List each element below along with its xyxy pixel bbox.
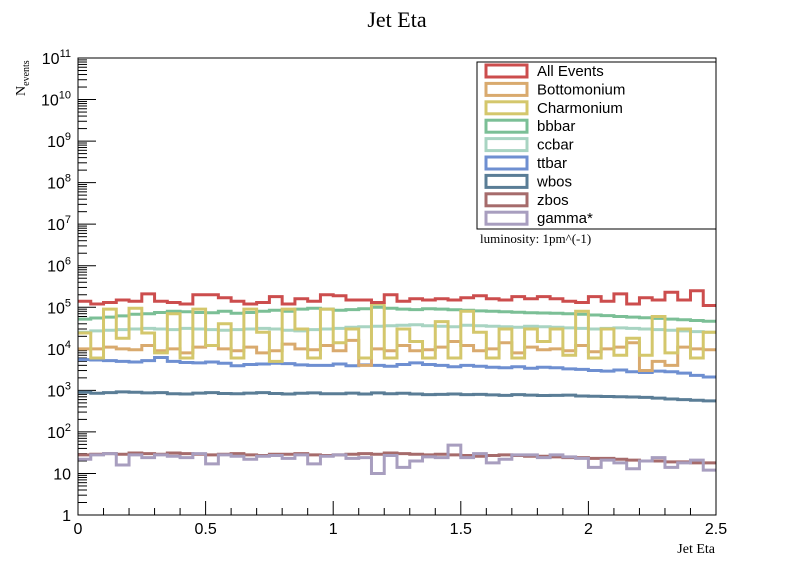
- luminosity-annotation: luminosity: 1pm^(-1): [480, 231, 591, 246]
- legend-label: Charmonium: [537, 100, 623, 117]
- y-axis-label: Nevents: [14, 60, 32, 96]
- legend-label: ccbar: [537, 137, 574, 154]
- y-tick-label: 103: [47, 380, 71, 400]
- y-tick-label-base: 10: [41, 93, 59, 110]
- y-tick-label: 108: [47, 173, 71, 193]
- y-tick-label-base: 10: [47, 383, 65, 400]
- y-tick-label-exponent: 8: [65, 173, 71, 185]
- x-tick-label: 2: [584, 521, 593, 538]
- y-tick-label-base: 1: [62, 508, 71, 525]
- series-charmonium: [78, 304, 716, 361]
- y-tick-label: 102: [47, 422, 71, 442]
- x-tick-label: 0.5: [194, 521, 216, 538]
- y-tick-label: 109: [47, 131, 71, 151]
- y-tick-label-base: 10: [53, 466, 71, 483]
- legend-label: bbbar: [537, 118, 575, 135]
- chart-title: Jet Eta: [367, 7, 426, 32]
- y-tick-label-base: 10: [47, 217, 65, 234]
- legend-label: zbos: [537, 192, 569, 209]
- y-tick-label: 10: [53, 466, 71, 483]
- y-tick-label-exponent: 9: [65, 131, 71, 143]
- x-axis-label: Jet Eta: [677, 542, 715, 557]
- y-tick-label: 107: [47, 214, 71, 234]
- y-tick-label-exponent: 5: [65, 297, 71, 309]
- y-tick-label-base: 10: [47, 300, 65, 317]
- x-tick-label: 2.5: [705, 521, 727, 538]
- y-tick-label-base: 10: [47, 259, 65, 276]
- y-tick-label-exponent: 4: [65, 339, 71, 351]
- series-layer: [78, 291, 716, 474]
- legend-label: wbos: [536, 173, 572, 190]
- y-tick-label-exponent: 6: [65, 256, 71, 268]
- y-tick-label: 106: [47, 256, 71, 276]
- legend-label: All Events: [537, 63, 604, 80]
- y-tick-label: 104: [47, 339, 71, 359]
- y-tick-label: 1011: [42, 48, 71, 68]
- y-tick-label-exponent: 2: [65, 422, 71, 434]
- x-tick-label: 1.5: [450, 521, 472, 538]
- y-tick-label: 105: [47, 297, 71, 317]
- series-wbos: [78, 392, 716, 401]
- y-tick-label-exponent: 11: [60, 48, 71, 60]
- legend-label: Bottomonium: [537, 81, 625, 98]
- legend-label: ttbar: [537, 155, 567, 172]
- y-tick-label-base: 10: [47, 176, 65, 193]
- y-tick-label-exponent: 7: [65, 214, 71, 226]
- y-tick-label-exponent: 3: [65, 380, 71, 392]
- y-tick-label-base: 10: [47, 425, 65, 442]
- x-tick-labels: 0 0.5 1 1.5 2 2.5: [74, 521, 728, 538]
- y-tick-label-base: 10: [47, 134, 65, 151]
- y-tick-label: 1: [62, 508, 71, 525]
- y-axis-label-sub: events: [21, 60, 32, 86]
- y-tick-label-exponent: 10: [59, 90, 71, 102]
- series-all-events: [78, 291, 716, 306]
- series-ttbar: [78, 357, 716, 377]
- y-tick-label-base: 10: [42, 51, 60, 68]
- x-tick-label: 1: [329, 521, 338, 538]
- x-tick-label: 0: [74, 521, 83, 538]
- y-tick-label: 1010: [41, 90, 71, 110]
- y-axis-label-main: N: [14, 86, 29, 96]
- legend-label: gamma*: [537, 210, 593, 227]
- y-tick-label-base: 10: [47, 342, 65, 359]
